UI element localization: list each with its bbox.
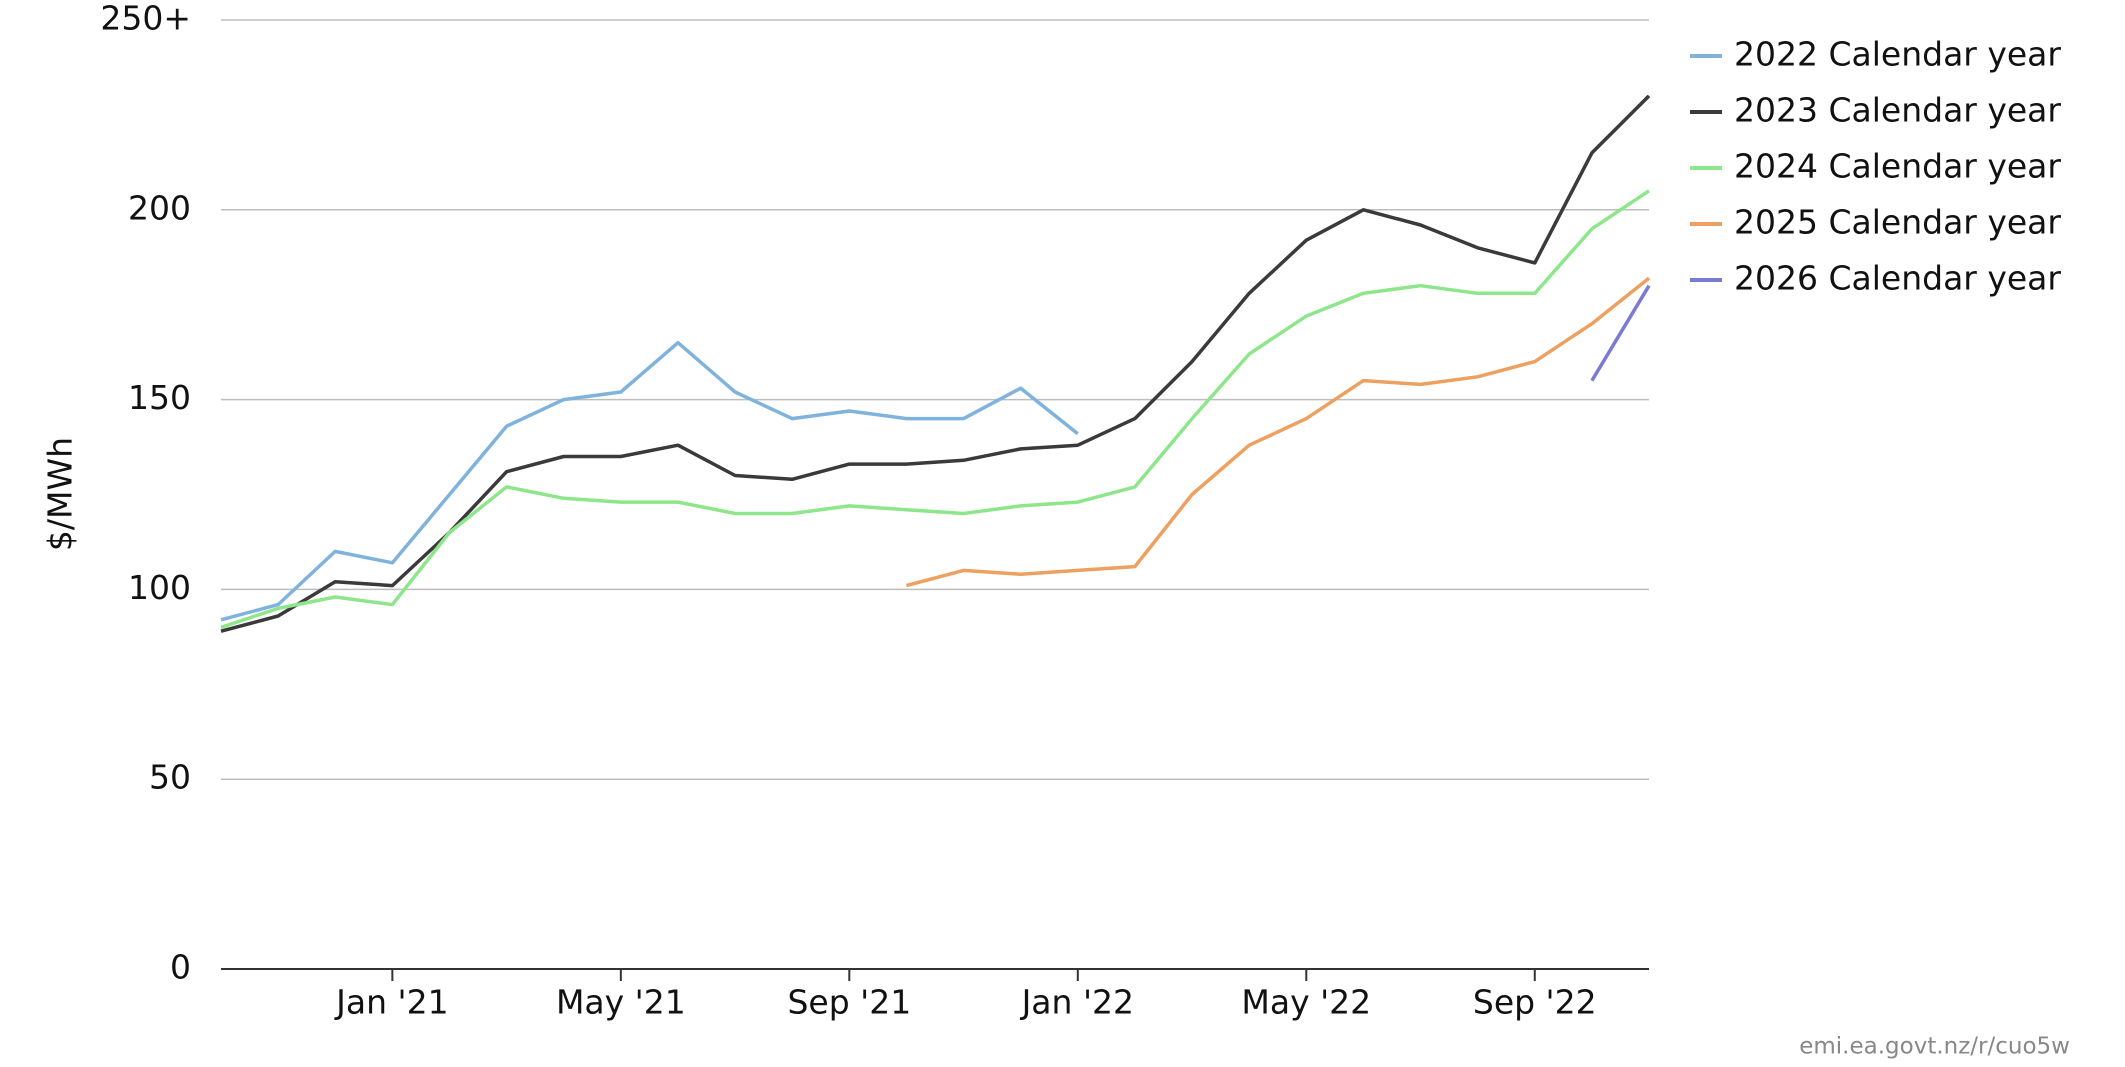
- legend-label: 2022 Calendar year: [1734, 35, 2061, 74]
- series-line: [220, 189, 1650, 630]
- x-tick-label: May '21: [556, 983, 686, 1022]
- series-line: [220, 340, 1079, 622]
- x-tick-label: Sep '22: [1473, 983, 1597, 1022]
- source: emi.ea.govt.nz/r/cuo5w: [1799, 1034, 2070, 1060]
- y-tick-label: 150: [128, 378, 191, 417]
- y-axis-label: $/MWh: [41, 437, 80, 551]
- y-tick-label: 0: [170, 948, 191, 987]
- legend-label: 2025 Calendar year: [1734, 203, 2061, 242]
- series-line: [220, 94, 1651, 633]
- legend-label: 2023 Calendar year: [1734, 91, 2061, 130]
- x-tick-label: May '22: [1241, 983, 1371, 1022]
- x-tick-label: Jan '22: [1020, 983, 1134, 1022]
- series-line: [905, 276, 1651, 588]
- y-tick-label: 50: [149, 758, 191, 797]
- y-tick-label: 100: [128, 568, 191, 607]
- y-tick-label: 200: [128, 188, 191, 227]
- legend-label: 2026 Calendar year: [1734, 259, 2061, 298]
- y-tick-label: 250+: [100, 0, 191, 38]
- legend-label: 2024 Calendar year: [1734, 147, 2061, 186]
- x-tick-label: Sep '21: [787, 983, 911, 1022]
- series-line: [1590, 284, 1651, 382]
- x-tick-label: Jan '21: [334, 983, 448, 1022]
